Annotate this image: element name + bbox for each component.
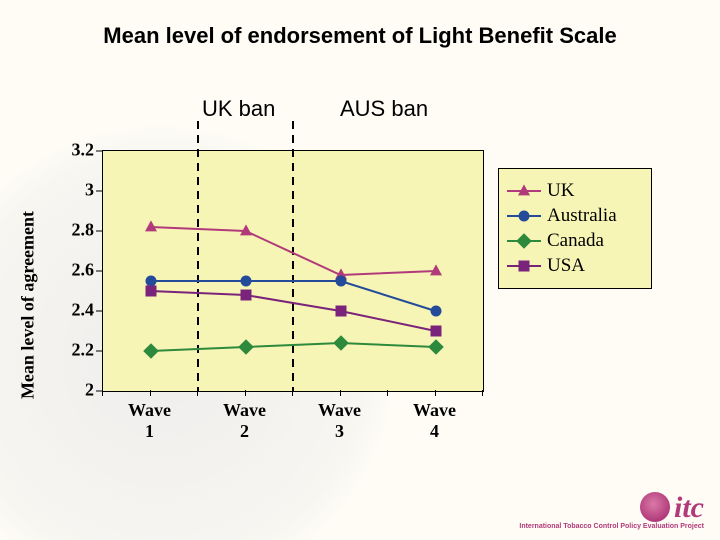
legend-label: UK — [547, 180, 574, 202]
legend-label: Australia — [547, 205, 617, 227]
y-tick-label: 3 — [85, 180, 94, 201]
x-tick-label: Wave4 — [413, 400, 456, 442]
legend-item: UK — [507, 180, 643, 202]
chart: Mean level of agreement 3.232.82.62.42.2… — [40, 150, 680, 460]
y-tick-label: 2.6 — [72, 260, 95, 281]
logo-text: itc — [674, 494, 704, 522]
aus-ban-label: AUS ban — [340, 96, 428, 122]
slide: Mean level of endorsement of Light Benef… — [0, 0, 720, 540]
title-bar: Mean level of endorsement of Light Benef… — [0, 0, 720, 72]
y-tick-label: 3.2 — [72, 140, 95, 161]
plot-area — [102, 150, 484, 392]
y-tick-label: 2.8 — [72, 220, 95, 241]
legend-item: Australia — [507, 205, 643, 227]
x-tick-label: Wave2 — [223, 400, 266, 442]
y-tick-label: 2 — [85, 380, 94, 401]
y-axis-label: Mean level of agreement — [18, 211, 39, 399]
legend-label: USA — [547, 255, 585, 277]
legend-item: USA — [507, 255, 643, 277]
y-tick-label: 2.2 — [72, 340, 95, 361]
logo-subtitle: International Tobacco Control Policy Eva… — [519, 523, 704, 530]
globe-icon — [640, 492, 670, 522]
uk-ban-label: UK ban — [202, 96, 275, 122]
page-title: Mean level of endorsement of Light Benef… — [103, 23, 616, 49]
y-axis-ticks: 3.232.82.62.42.22 — [54, 150, 98, 390]
legend-item: Canada — [507, 230, 643, 252]
legend-label: Canada — [547, 230, 604, 252]
x-tick-label: Wave1 — [128, 400, 171, 442]
x-tick-label: Wave3 — [318, 400, 361, 442]
itc-logo: itc International Tobacco Control Policy… — [519, 492, 704, 530]
y-tick-label: 2.4 — [72, 300, 95, 321]
series-markers — [103, 151, 483, 391]
legend: UK Australia Canada USA — [498, 168, 652, 289]
